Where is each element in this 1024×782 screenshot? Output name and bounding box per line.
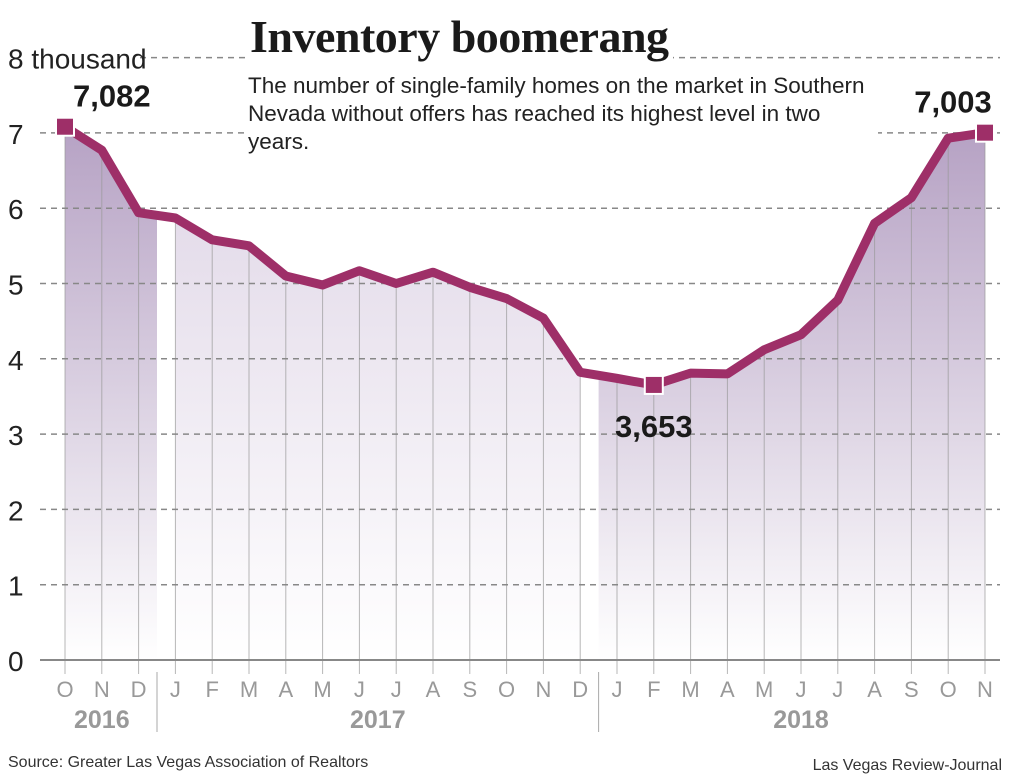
x-tick-label: S — [904, 677, 919, 702]
x-tick-label: M — [313, 677, 331, 702]
year-label: 2017 — [350, 706, 406, 734]
y-tick-label: 2 — [8, 495, 24, 526]
x-tick-label: D — [131, 677, 147, 702]
data-point-marker — [643, 374, 664, 395]
x-tick-label: O — [940, 677, 957, 702]
x-tick-label: F — [205, 677, 218, 702]
x-tick-label: J — [391, 677, 402, 702]
x-tick-label: A — [720, 677, 735, 702]
data-label: 7,003 — [914, 85, 992, 120]
data-label: 7,082 — [73, 79, 151, 114]
x-tick-label: N — [535, 677, 551, 702]
y-tick-label: 7 — [8, 119, 24, 150]
y-tick-label: 0 — [8, 646, 24, 677]
x-tick-label: N — [977, 677, 993, 702]
series-line — [62, 122, 986, 390]
publisher-credit: Las Vegas Review-Journal — [812, 757, 1002, 774]
x-tick-label: J — [832, 677, 843, 702]
y-tick-label: 4 — [8, 345, 24, 376]
y-tick-label: 1 — [8, 571, 24, 602]
data-point-marker — [975, 122, 995, 143]
y-tick-label: 8 thousand — [8, 44, 147, 75]
year-label: 2016 — [74, 706, 130, 734]
x-tick-label: D — [572, 677, 588, 702]
x-tick-label: M — [681, 677, 699, 702]
source-note: Source: Greater Las Vegas Association of… — [8, 754, 369, 771]
chart-subtitle: The number of single-family homes on the… — [248, 72, 878, 156]
x-tick-label: J — [354, 677, 365, 702]
data-label: 3,653 — [615, 409, 693, 444]
x-tick-label: O — [498, 677, 515, 702]
x-tick-label: A — [867, 677, 882, 702]
area-2018 — [598, 132, 985, 661]
x-tick-label: A — [426, 677, 441, 702]
x-tick-label: M — [240, 677, 258, 702]
y-tick-label: 3 — [8, 420, 24, 451]
x-tick-label: S — [462, 677, 477, 702]
x-tick-label: N — [94, 677, 110, 702]
y-tick-label: 5 — [8, 270, 24, 301]
data-point-marker — [55, 116, 75, 137]
chart-title: Inventory boomerang — [246, 10, 673, 63]
x-tick-label: F — [647, 677, 660, 702]
year-label: 2018 — [773, 706, 829, 734]
x-tick-label: O — [56, 677, 73, 702]
x-tick-label: A — [278, 677, 293, 702]
x-tick-label: J — [170, 677, 181, 702]
x-tick-label: M — [755, 677, 773, 702]
x-tick-label: J — [612, 677, 623, 702]
x-tick-label: J — [796, 677, 807, 702]
area-2016 — [65, 126, 157, 660]
area-2017 — [175, 217, 581, 660]
y-tick-label: 6 — [8, 194, 24, 225]
